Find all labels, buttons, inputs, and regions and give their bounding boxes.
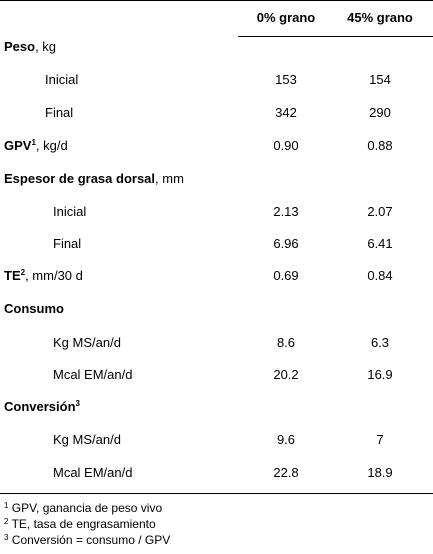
header-0-grano: 0% grano (256, 10, 316, 25)
row-espesor-final-v1: 6.96 (273, 236, 299, 251)
header-45-grano: 45% grano (347, 10, 413, 25)
row-peso-label: Peso, kg (4, 39, 57, 54)
row-gpv-v1: 0.90 (273, 138, 299, 153)
row-te-v2: 0.84 (367, 268, 393, 283)
row-consumo-em-label: Mcal EM/an/d (53, 367, 133, 382)
row-conversion-em-label: Mcal EM/an/d (53, 465, 133, 480)
row-consumo-ms-v2: 6.3 (370, 335, 390, 350)
row-espesor-inicial-v1: 2.13 (273, 204, 299, 219)
row-peso-inicial-label: Inicial (45, 72, 79, 87)
footnote-2: 2 TE, tasa de engrasamiento (4, 517, 156, 531)
row-conversion-ms-v2: 7 (376, 432, 384, 447)
row-peso-final-v1: 342 (275, 105, 297, 120)
row-consumo-label: Consumo (4, 301, 64, 316)
row-conversion-ms-v1: 9.6 (276, 432, 296, 447)
footnote-3: 3 Conversión = consumo / GPV (4, 533, 171, 547)
footnote-1: 1 GPV, ganancia de peso vivo (4, 501, 163, 515)
row-consumo-ms-label: Kg MS/an/d (53, 335, 121, 350)
row-gpv-label: GPV1, kg/d (4, 138, 68, 153)
bottom-rule (0, 493, 433, 494)
row-espesor-final-label: Final (53, 236, 82, 251)
row-peso-final-v2: 290 (369, 105, 391, 120)
row-conversion-em-v2: 18.9 (367, 465, 393, 480)
row-espesor-inicial-v2: 2.07 (367, 204, 393, 219)
top-rule (0, 0, 433, 1)
row-conversion-em-v1: 22.8 (273, 465, 299, 480)
row-conversion-label: Conversión3 (4, 399, 80, 414)
row-peso-inicial-v2: 154 (369, 72, 391, 87)
row-espesor-label: Espesor de grasa dorsal, mm (4, 171, 184, 186)
row-te-label: TE2, mm/30 d (4, 268, 83, 283)
header-rule (238, 36, 433, 37)
row-espesor-inicial-label: Inicial (53, 204, 87, 219)
row-consumo-ms-v1: 8.6 (276, 335, 296, 350)
row-te-v1: 0.69 (273, 268, 299, 283)
row-gpv-v2: 0.88 (367, 138, 393, 153)
row-peso-final-label: Final (45, 105, 74, 120)
row-consumo-em-v1: 20.2 (273, 367, 299, 382)
row-peso-inicial-v1: 153 (275, 72, 297, 87)
row-consumo-em-v2: 16.9 (367, 367, 393, 382)
row-espesor-final-v2: 6.41 (367, 236, 393, 251)
row-conversion-ms-label: Kg MS/an/d (53, 432, 121, 447)
